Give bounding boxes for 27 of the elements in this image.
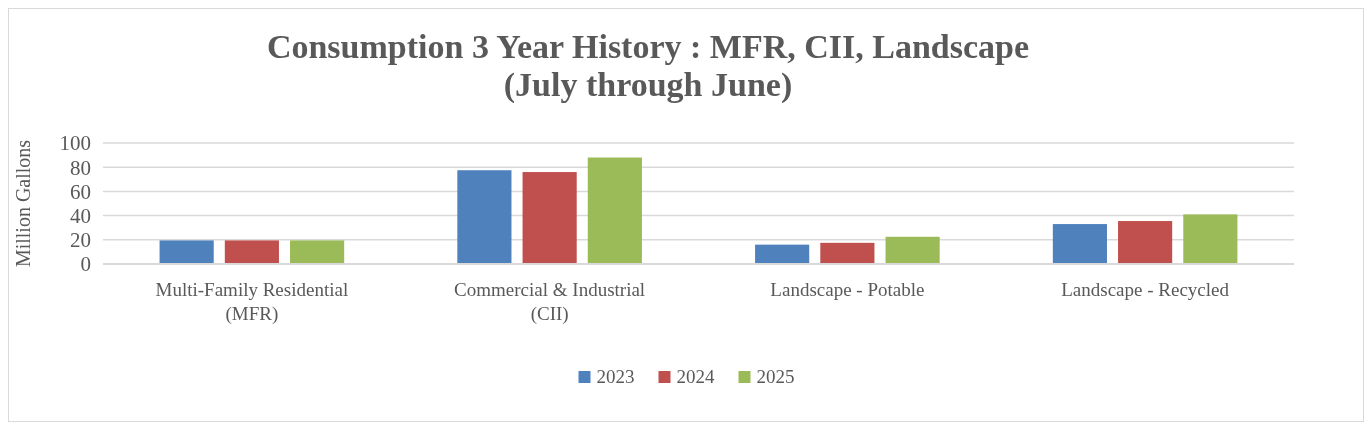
bar (457, 170, 512, 264)
y-tick-label: 100 (59, 131, 91, 156)
bar (820, 242, 875, 264)
bar (1183, 214, 1238, 264)
y-tick-label: 80 (70, 155, 91, 180)
y-tick-label: 40 (70, 203, 91, 228)
bar (755, 244, 810, 264)
bar (159, 240, 214, 264)
x-tick-label: Commercial & Industrial (CII) (454, 279, 646, 325)
bar (1118, 221, 1173, 264)
legend-label: 2024 (676, 366, 715, 387)
y-tick-label: 60 (70, 179, 91, 204)
y-tick-label: 20 (70, 228, 91, 253)
bar (290, 240, 345, 264)
x-tick-label: Landscape - Recycled (1061, 279, 1230, 300)
x-tick-label: Landscape - Potable (770, 279, 925, 300)
bar (885, 236, 940, 264)
chart-title: Consumption 3 Year History : MFR, CII, Landscape (July through June) (266, 28, 1030, 104)
bar (587, 157, 642, 264)
y-tick-label: 0 (80, 252, 91, 277)
bar (1052, 224, 1107, 264)
bar (224, 240, 279, 264)
y-axis-title: Million Gallons (12, 139, 34, 268)
legend-label: 2023 (596, 366, 635, 387)
x-tick-label: Multi-Family Residential (MFR) (155, 279, 349, 325)
bar (522, 172, 577, 264)
legend-label: 2025 (756, 366, 795, 387)
